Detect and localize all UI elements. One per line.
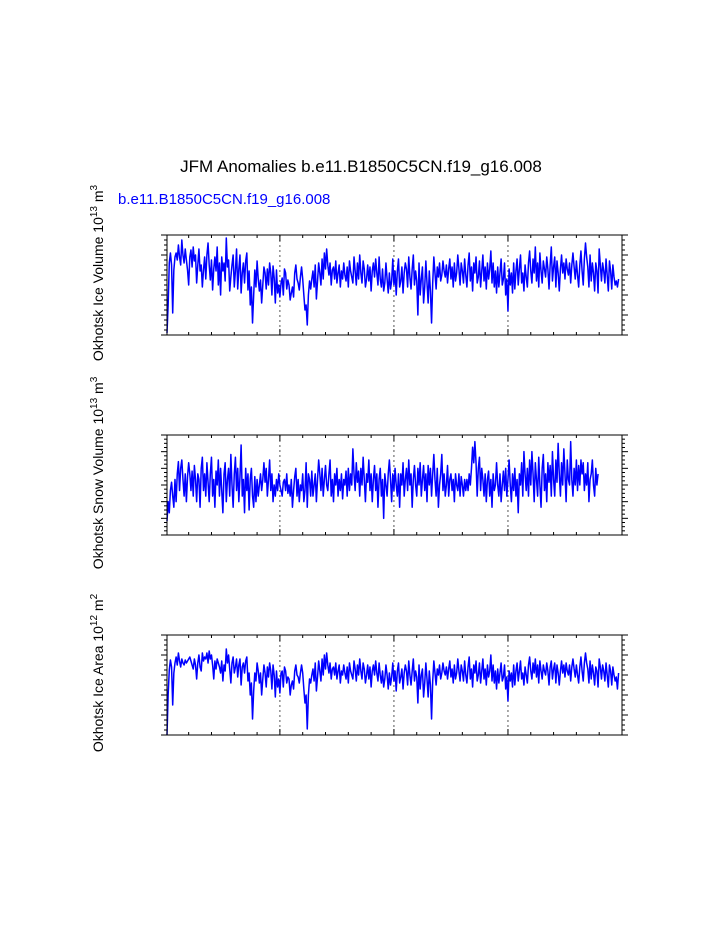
series-line-ice-volume — [166, 237, 620, 334]
chart-title: JFM Anomalies b.e11.B1850C5CN.f19_g16.00… — [180, 157, 542, 176]
series-line-snow-volume — [166, 440, 599, 522]
y-axis-label-exponent: 12 — [89, 615, 100, 627]
plot-frame — [166, 634, 623, 736]
y-axis-label-unit: m — [90, 382, 106, 398]
series-line-ice-area — [166, 648, 620, 736]
y-axis-label-main: Okhotsk Ice Volume 10 — [90, 217, 106, 361]
y-axis-label-main: Okhotsk Ice Area 10 — [90, 626, 106, 752]
panel-snow-volume: Okhotsk Snow Volume 1013 m3 — [89, 376, 628, 569]
y-axis-label-unit-exponent: 3 — [89, 184, 100, 190]
panel-ice-area: Okhotsk Ice Area 1012 m2 — [89, 593, 628, 752]
y-axis-label-unit-exponent: 3 — [89, 376, 100, 382]
y-axis-label-unit-exponent: 2 — [89, 593, 100, 599]
y-axis-label-unit: m — [90, 599, 106, 615]
y-axis-label: Okhotsk Ice Volume 1013 m3 — [89, 184, 106, 361]
y-axis-label-exponent: 13 — [89, 206, 100, 218]
y-axis-label: Okhotsk Ice Area 1012 m2 — [89, 593, 106, 752]
y-axis-label-exponent: 13 — [89, 397, 100, 409]
chart-subtitle: b.e11.B1850C5CN.f19_g16.008 — [118, 191, 330, 208]
panel-ice-volume: Okhotsk Ice Volume 1013 m3 — [89, 184, 628, 361]
y-axis-label: Okhotsk Snow Volume 1013 m3 — [89, 376, 106, 569]
y-axis-label-main: Okhotsk Snow Volume 10 — [90, 409, 106, 570]
y-axis-label-unit: m — [90, 190, 106, 206]
